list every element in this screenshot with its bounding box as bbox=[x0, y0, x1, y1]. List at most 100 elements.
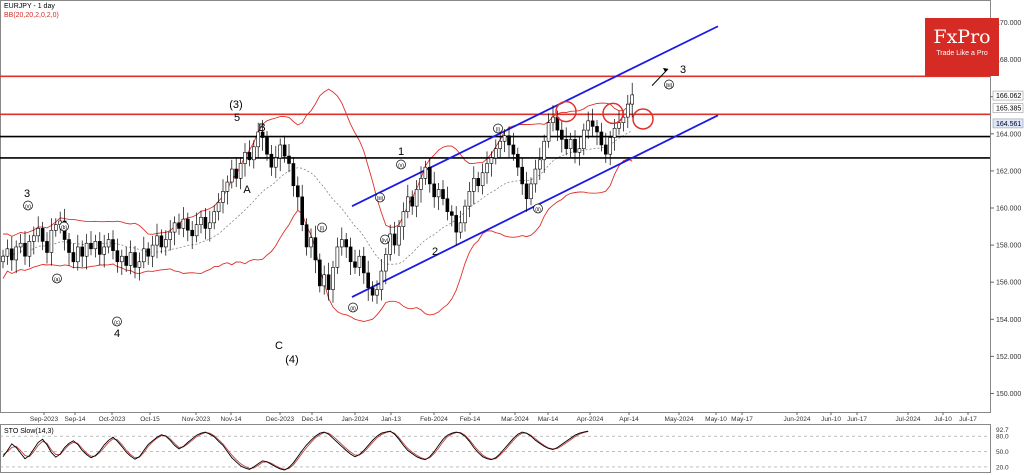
bb-lower-band bbox=[2, 158, 633, 322]
fxpro-logo: FxPro Trade Like a Pro bbox=[925, 18, 999, 76]
candle-body bbox=[397, 226, 401, 246]
wave-label-circle bbox=[59, 221, 69, 232]
candle-body bbox=[524, 183, 529, 200]
x-tick-label: Jul-10 bbox=[934, 416, 952, 423]
candle-body bbox=[89, 242, 93, 250]
sto-tick-label: 80.0 bbox=[996, 434, 1009, 441]
sto-panel-frame bbox=[0, 424, 991, 473]
candle-body bbox=[93, 241, 98, 250]
bb-upper-band bbox=[3, 88, 633, 237]
stochastic-panel: STO Slow(14,3) 92.780.0 50.0 20.0 bbox=[0, 427, 1009, 471]
wave-label: (a) bbox=[54, 277, 60, 283]
candle-body bbox=[441, 189, 445, 200]
trend-channel bbox=[351, 25, 719, 298]
candle-body bbox=[379, 270, 384, 290]
candle-body bbox=[287, 155, 291, 164]
candle-body bbox=[331, 267, 335, 290]
candle-body bbox=[445, 198, 450, 213]
candle-body bbox=[146, 248, 150, 257]
candle-body bbox=[335, 246, 340, 268]
price-panel-frame bbox=[0, 0, 991, 413]
candle-body bbox=[410, 196, 415, 207]
candle-body bbox=[115, 250, 120, 263]
wave-label: B bbox=[258, 122, 265, 134]
candle-body bbox=[467, 191, 472, 207]
x-tick-label: Oct-2023 bbox=[99, 416, 126, 423]
candle-body bbox=[586, 120, 591, 131]
candle-body bbox=[137, 261, 142, 268]
wave-label: (i) bbox=[320, 226, 325, 232]
candle-body bbox=[177, 222, 181, 229]
candle-body bbox=[375, 289, 379, 296]
candle-body bbox=[405, 196, 410, 213]
x-tick-label: Jul-2024 bbox=[896, 416, 921, 423]
candle-body bbox=[630, 94, 635, 105]
wave-label-circle bbox=[375, 192, 385, 203]
candle-body bbox=[458, 222, 463, 233]
candle-body bbox=[463, 205, 467, 224]
candle-body bbox=[98, 241, 102, 255]
candle-body bbox=[172, 222, 177, 233]
candle-body bbox=[234, 168, 238, 179]
candle-body bbox=[221, 191, 225, 203]
candle-body bbox=[5, 248, 10, 257]
candle-body bbox=[150, 244, 155, 257]
y-tick-label: 160.000 bbox=[996, 206, 1021, 213]
candle-body bbox=[568, 139, 573, 149]
candle-body bbox=[436, 189, 441, 198]
candle-body bbox=[449, 211, 454, 216]
candle-body bbox=[120, 255, 124, 263]
candle-body bbox=[155, 235, 159, 246]
wave-label: (i) bbox=[496, 127, 501, 133]
candle-body bbox=[388, 233, 393, 255]
x-tick-label: Jun-17 bbox=[847, 416, 867, 423]
candle-body bbox=[168, 231, 172, 240]
projection-arrowhead bbox=[663, 67, 668, 72]
candle-body bbox=[414, 189, 419, 207]
wave-label: 5 bbox=[234, 112, 240, 124]
x-tick-label: Jan-13 bbox=[381, 416, 401, 423]
candle-body bbox=[84, 242, 89, 257]
candle-body bbox=[31, 235, 36, 242]
candle-body bbox=[282, 144, 287, 157]
sto-tick-label: 20.0 bbox=[996, 464, 1009, 471]
candle-body bbox=[260, 131, 265, 138]
candle-body bbox=[603, 144, 608, 155]
time-axis: Sep-2023 Sep-14 Oct-2023 Oct-15 Nov-2023 Nov-… bbox=[30, 412, 977, 423]
candle-body bbox=[612, 127, 617, 138]
candle-body bbox=[383, 254, 388, 272]
wave-label: (3) bbox=[229, 99, 242, 111]
x-tick-label: Sep-14 bbox=[65, 416, 86, 423]
candle-body bbox=[265, 137, 269, 155]
wave-label: (v) bbox=[25, 204, 31, 210]
candle-body bbox=[471, 178, 476, 192]
wave-label: (iii) bbox=[666, 83, 673, 89]
candle-body bbox=[581, 129, 586, 149]
candle-body bbox=[102, 246, 106, 255]
candle-body bbox=[520, 166, 525, 185]
candle-body bbox=[106, 239, 111, 248]
candle-body bbox=[353, 261, 357, 268]
candle-body bbox=[621, 116, 626, 123]
candle-body bbox=[485, 163, 489, 174]
sto-d-line bbox=[2, 431, 589, 470]
candle-body bbox=[590, 120, 595, 127]
x-tick-label: Dec-14 bbox=[302, 416, 323, 423]
candle-body bbox=[322, 274, 327, 287]
candle-body bbox=[225, 181, 230, 192]
candle-body bbox=[370, 287, 375, 296]
wave-label: (c) bbox=[114, 320, 120, 326]
candle-body bbox=[564, 139, 569, 149]
wave-label: (b) bbox=[61, 225, 67, 231]
x-tick-label: Jun-10 bbox=[821, 416, 841, 423]
candle-body bbox=[190, 229, 194, 237]
candle-body bbox=[10, 248, 14, 261]
candle-body bbox=[537, 159, 542, 170]
candle-body bbox=[71, 252, 76, 263]
candle-body bbox=[45, 241, 49, 253]
candle-body bbox=[507, 135, 511, 146]
wave-label-circle bbox=[23, 200, 33, 211]
candle-body bbox=[344, 239, 349, 248]
candle-body bbox=[216, 202, 221, 213]
